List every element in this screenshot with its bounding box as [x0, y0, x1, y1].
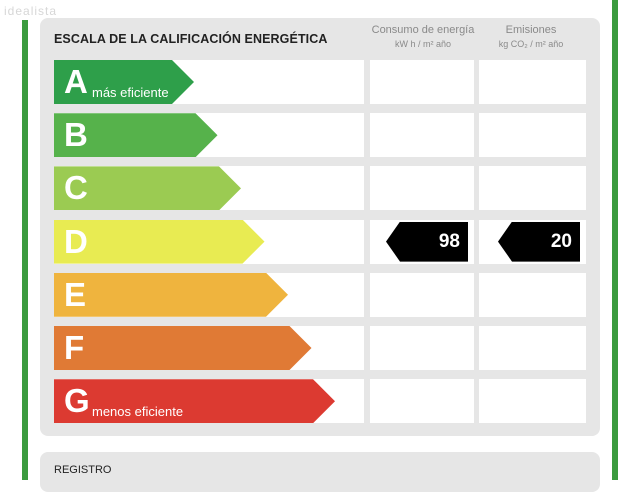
- rating-arrow-c: C: [54, 166, 241, 210]
- emissions-cell: [479, 166, 586, 211]
- emissions-value-badge: 20: [498, 221, 580, 262]
- rating-letter: A: [64, 63, 88, 100]
- rating-letter: E: [64, 275, 87, 313]
- energy-rating-panel: ESCALA DE LA CALIFICACIÓN ENERGÉTICA Con…: [40, 18, 600, 436]
- rating-cell: D: [54, 219, 364, 264]
- rating-row-b: B: [54, 113, 586, 158]
- frame-border-left: [22, 0, 28, 480]
- consumption-label: Consumo de energía: [371, 24, 475, 36]
- consumption-cell: [370, 272, 474, 317]
- rating-cell: C: [54, 166, 364, 211]
- frame-border-right: [612, 0, 618, 480]
- emissions-cell: [479, 113, 586, 158]
- emissions-cell: [479, 379, 586, 424]
- rating-arrow-f: F: [54, 326, 312, 370]
- rating-arrow-d: D: [54, 220, 265, 264]
- rating-letter: F: [64, 329, 85, 366]
- watermark: idealista: [4, 4, 58, 18]
- emissions-label: Emisiones: [505, 24, 557, 36]
- emissions-unit: kg CO₂ / m² año: [498, 39, 564, 49]
- consumption-unit: kW h / m² año: [394, 39, 451, 49]
- emissions-cell: [479, 60, 586, 104]
- rating-letter: D: [64, 222, 88, 260]
- emissions-cell: [479, 272, 586, 317]
- rating-sublabel: menos eficiente: [92, 404, 184, 420]
- consumption-cell: 98: [370, 219, 474, 264]
- rating-arrow-e: E: [54, 273, 288, 317]
- emissions-cell: 20: [479, 219, 586, 264]
- rating-cell: B: [54, 113, 364, 158]
- watermark-area: idealista: [0, 0, 120, 20]
- consumption-value-badge: 98: [386, 221, 468, 262]
- consumption-cell: [370, 326, 474, 370]
- consumption-cell: [370, 166, 474, 211]
- consumption-column-header: Consumo de energía kW h / m² año: [370, 24, 476, 49]
- consumption-value: 98: [438, 230, 460, 252]
- registro-title: REGISTRO: [54, 464, 112, 476]
- rating-arrow-b: B: [54, 113, 218, 157]
- rating-row-f: F: [54, 326, 586, 370]
- rating-row-c: C: [54, 166, 586, 211]
- consumption-cell: [370, 113, 474, 158]
- emissions-column-header: Emisiones kg CO₂ / m² año: [478, 24, 584, 49]
- rating-cell: F: [54, 326, 364, 370]
- emissions-cell: [479, 326, 586, 370]
- rating-letter: C: [64, 169, 88, 207]
- panel-title: ESCALA DE LA CALIFICACIÓN ENERGÉTICA: [54, 32, 328, 46]
- consumption-cell: [370, 60, 474, 104]
- registro-panel: REGISTRO: [40, 452, 600, 492]
- consumption-cell: [370, 379, 474, 424]
- rating-sublabel: más eficiente: [92, 85, 169, 100]
- rating-letter: B: [64, 116, 88, 154]
- rating-row-e: E: [54, 272, 586, 317]
- emissions-value: 20: [550, 230, 572, 252]
- rating-cell: E: [54, 272, 364, 317]
- rating-row-d: D 98 20: [54, 219, 586, 264]
- rating-letter: G: [64, 382, 90, 420]
